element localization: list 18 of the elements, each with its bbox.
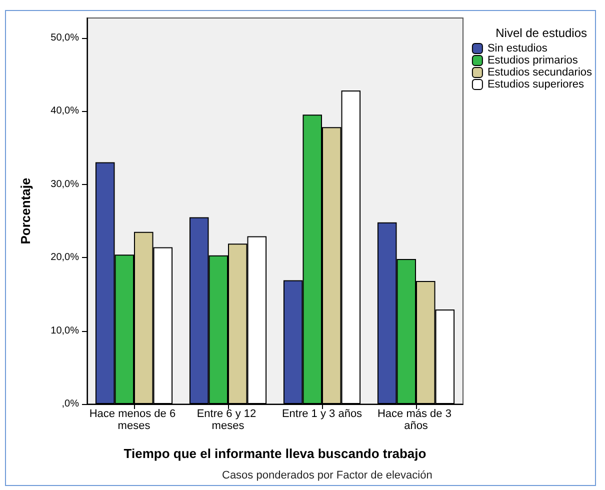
x-tick-label: Hace más de 3 años [377, 408, 455, 432]
x-tick-label: Entre 6 y 12 meses [196, 408, 260, 432]
x-axis-title: Tiempo que el informante lleva buscando trabajo [124, 446, 426, 461]
legend-label: Estudios primarios [487, 54, 578, 66]
legend-label: Sin estudios [487, 42, 548, 54]
y-tick-label: 50,0% [50, 32, 80, 44]
x-tick-label: Entre 1 y 3 años [282, 408, 363, 420]
legend-label: Estudios superiores [487, 78, 585, 90]
legend-title: Nivel de estudios [496, 26, 588, 40]
legend-label: Estudios secundarios [487, 66, 592, 78]
x-tick-label: Hace menos de 6 meses [89, 408, 179, 432]
y-tick-label: 30,0% [50, 178, 80, 190]
y-tick-label: ,0% [62, 398, 80, 410]
y-tick-label: 20,0% [50, 252, 80, 264]
text: Casos ponderados por Factor de elevación [222, 470, 432, 482]
y-tick-label: 40,0% [50, 106, 80, 117]
y-axis-title: Porcentaje [18, 178, 33, 244]
y-tick-label: 10,0% [50, 325, 80, 336]
